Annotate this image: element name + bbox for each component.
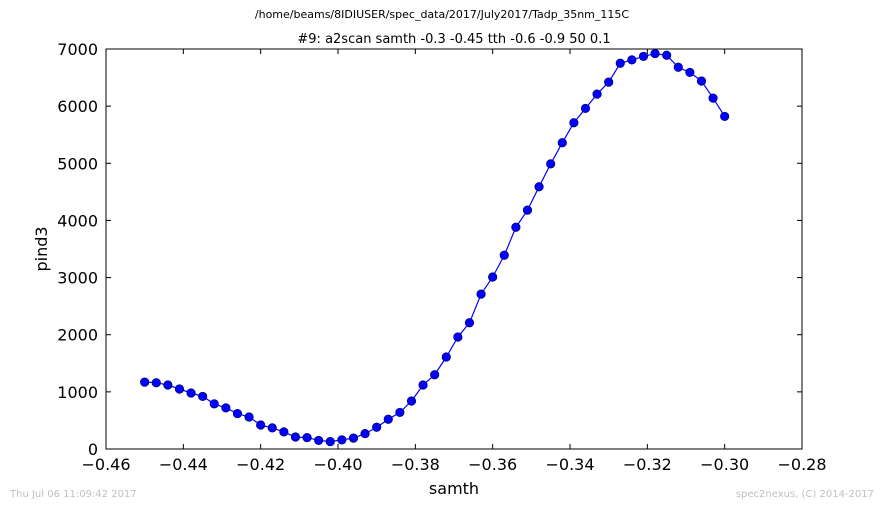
data-point	[673, 62, 683, 72]
data-point	[604, 77, 614, 87]
x-tick-label: −0.34	[545, 455, 594, 474]
data-point	[406, 396, 417, 406]
data-point	[325, 436, 335, 447]
data-point	[314, 435, 324, 446]
data-point	[464, 318, 475, 328]
data-point	[383, 414, 393, 424]
x-tick-label: −0.36	[468, 455, 517, 474]
data-point	[372, 422, 382, 432]
data-point	[348, 433, 359, 443]
data-point	[360, 428, 370, 439]
y-tick-label: 0	[88, 440, 98, 459]
data-point	[290, 432, 301, 442]
x-tick-label: −0.28	[777, 455, 826, 474]
y-axis-label: pind3	[32, 226, 51, 271]
data-point	[685, 67, 695, 78]
data-point	[696, 76, 707, 86]
data-point	[615, 58, 625, 68]
y-tick-label: 6000	[57, 97, 98, 116]
data-point	[209, 399, 219, 409]
data-point	[221, 403, 231, 413]
data-point	[453, 332, 463, 342]
data-point	[557, 138, 567, 148]
data-point	[650, 48, 660, 59]
data-point	[418, 380, 428, 390]
data-point	[232, 408, 243, 419]
data-point	[174, 384, 185, 394]
data-point	[522, 205, 533, 215]
data-point	[256, 420, 266, 430]
data-point	[708, 93, 718, 103]
data-point	[267, 423, 277, 433]
y-tick-label: 1000	[57, 383, 98, 402]
timestamp-footer: Thu Jul 06 11:09:42 2017	[10, 489, 137, 500]
x-tick-label: −0.44	[159, 455, 208, 474]
data-point	[163, 380, 173, 390]
data-point	[337, 435, 347, 445]
y-tick-label: 4000	[57, 211, 98, 230]
data-point	[395, 407, 405, 418]
chart-title: #9: a2scan samth -0.3 -0.45 tth -0.6 -0.…	[297, 32, 610, 47]
data-point	[592, 89, 602, 99]
x-tick-label: −0.42	[236, 455, 285, 474]
x-tick-label: −0.30	[700, 455, 749, 474]
data-point	[569, 118, 579, 128]
data-point	[198, 391, 208, 402]
data-point	[186, 388, 196, 398]
y-tick-label: 3000	[57, 269, 98, 288]
data-point	[302, 432, 312, 443]
data-point	[279, 427, 289, 437]
x-tick-label: −0.38	[391, 455, 440, 474]
data-point	[244, 412, 254, 422]
y-tick-label: 7000	[57, 40, 98, 59]
data-point	[151, 378, 161, 388]
data-point	[720, 111, 730, 122]
data-point	[534, 182, 544, 192]
x-tick-label: −0.40	[313, 455, 362, 474]
data-point	[511, 222, 521, 232]
data-point	[627, 55, 637, 65]
x-tick-label: −0.32	[623, 455, 672, 474]
data-point	[476, 289, 486, 299]
data-point	[441, 352, 451, 362]
y-tick-label: 2000	[57, 326, 98, 345]
data-point	[662, 50, 672, 60]
data-point	[488, 272, 498, 282]
y-tick-label: 5000	[57, 154, 98, 173]
data-point	[140, 377, 150, 387]
data-point	[546, 159, 556, 169]
figure-suptitle: /home/beams/8IDIUSER/spec_data/2017/July…	[254, 8, 630, 21]
data-point	[638, 51, 649, 62]
data-point	[580, 103, 591, 114]
x-tick-label: −0.46	[81, 455, 130, 474]
plot-frame	[105, 48, 803, 450]
data-point	[499, 250, 509, 260]
plot-area	[106, 49, 802, 449]
x-axis-label: samth	[429, 479, 479, 498]
data-point	[430, 370, 440, 380]
credit-footer: spec2nexus, (C) 2014-2017	[735, 489, 874, 500]
